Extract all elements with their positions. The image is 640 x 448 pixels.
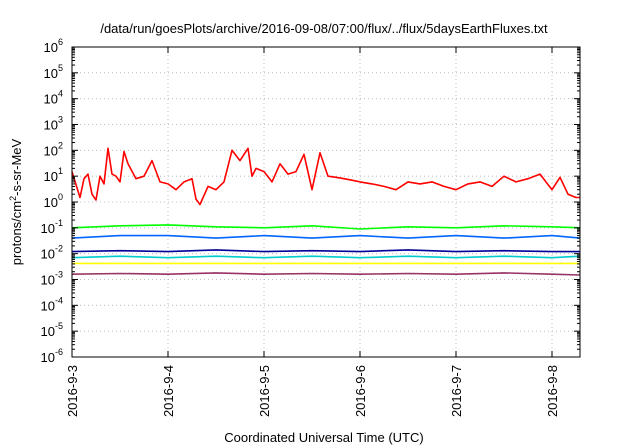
y-tick-exponent: -6 — [55, 347, 63, 357]
y-tick-exponent: -4 — [55, 295, 63, 305]
x-tick-label: 2016-9-3 — [65, 365, 80, 417]
x-tick-label: 2016-9-8 — [545, 365, 560, 417]
y-tick-base: 10 — [44, 143, 58, 158]
y-axis-label: protons/cm2-s-sr-MeV — [8, 138, 24, 265]
y-tick-exponent: -3 — [55, 270, 63, 280]
y-tick-label: 103 — [44, 115, 63, 133]
x-tick-label: 2016-9-4 — [161, 365, 176, 417]
series-lines — [71, 147, 581, 276]
x-tick-label: 2016-9-7 — [449, 365, 464, 417]
y-tick-exponent: -1 — [55, 218, 63, 228]
y-tick-label: 10-4 — [41, 295, 63, 313]
y-tick-base: 10 — [41, 221, 55, 236]
y-tick-base: 10 — [41, 324, 55, 339]
y-tick-base: 10 — [41, 298, 55, 313]
series-line-7 — [71, 272, 581, 276]
y-axis-label-superscript: 2 — [8, 196, 18, 201]
y-tick-label: 101 — [44, 166, 63, 184]
y-tick-exponent: 3 — [58, 115, 63, 125]
y-tick-base: 10 — [41, 273, 55, 288]
y-tick-exponent: 5 — [58, 63, 63, 73]
y-tick-label: 10-2 — [41, 244, 63, 262]
y-tick-base: 10 — [41, 350, 55, 365]
y-tick-label: 106 — [44, 37, 63, 55]
y-axis-label-unit: -s-sr-MeV — [9, 138, 24, 195]
y-tick-exponent: 6 — [58, 37, 63, 47]
y-tick-label: 105 — [44, 63, 63, 81]
y-tick-base: 10 — [44, 92, 58, 107]
y-tick-exponent: -5 — [55, 321, 63, 331]
y-tick-label: 102 — [44, 140, 63, 158]
y-tick-label: 100 — [44, 192, 63, 210]
series-line-1 — [71, 147, 580, 206]
y-tick-exponent: 2 — [58, 140, 63, 150]
y-tick-base: 10 — [44, 169, 58, 184]
series-line-2 — [71, 224, 581, 230]
x-tick-label: 2016-9-5 — [257, 365, 272, 417]
series-line-5 — [71, 249, 580, 253]
x-axis-ticks: 2016-9-3 2016-9-4 2016-9-5 2016-9-6 2016-9-7… — [65, 47, 560, 417]
y-tick-base: 10 — [44, 66, 58, 81]
y-tick-exponent: -2 — [55, 244, 63, 254]
y-axis-ticks: 10-610-510-410-310-210-11001011021031041… — [41, 37, 580, 365]
y-tick-base: 10 — [44, 118, 58, 133]
y-tick-label: 10-6 — [41, 347, 63, 365]
y-tick-exponent: 4 — [58, 89, 63, 99]
series-line-4 — [71, 255, 581, 259]
y-tick-label: 104 — [44, 89, 63, 107]
y-axis-label-main: protons/cm — [9, 201, 24, 265]
x-tick-label: 2016-9-6 — [353, 365, 368, 417]
y-tick-exponent: 1 — [58, 166, 63, 176]
y-tick-label: 10-5 — [41, 321, 63, 339]
series-line-3 — [71, 234, 581, 239]
y-tick-label: 10-3 — [41, 270, 63, 288]
x-axis-label: Coordinated Universal Time (UTC) — [224, 430, 423, 445]
chart-title: /data/run/goesPlots/archive/2016-09-08/0… — [100, 21, 548, 36]
y-tick-exponent: 0 — [58, 192, 63, 202]
y-tick-base: 10 — [44, 40, 58, 55]
y-tick-label: 10-1 — [41, 218, 63, 236]
y-tick-base: 10 — [44, 195, 58, 210]
y-tick-base: 10 — [41, 247, 55, 262]
